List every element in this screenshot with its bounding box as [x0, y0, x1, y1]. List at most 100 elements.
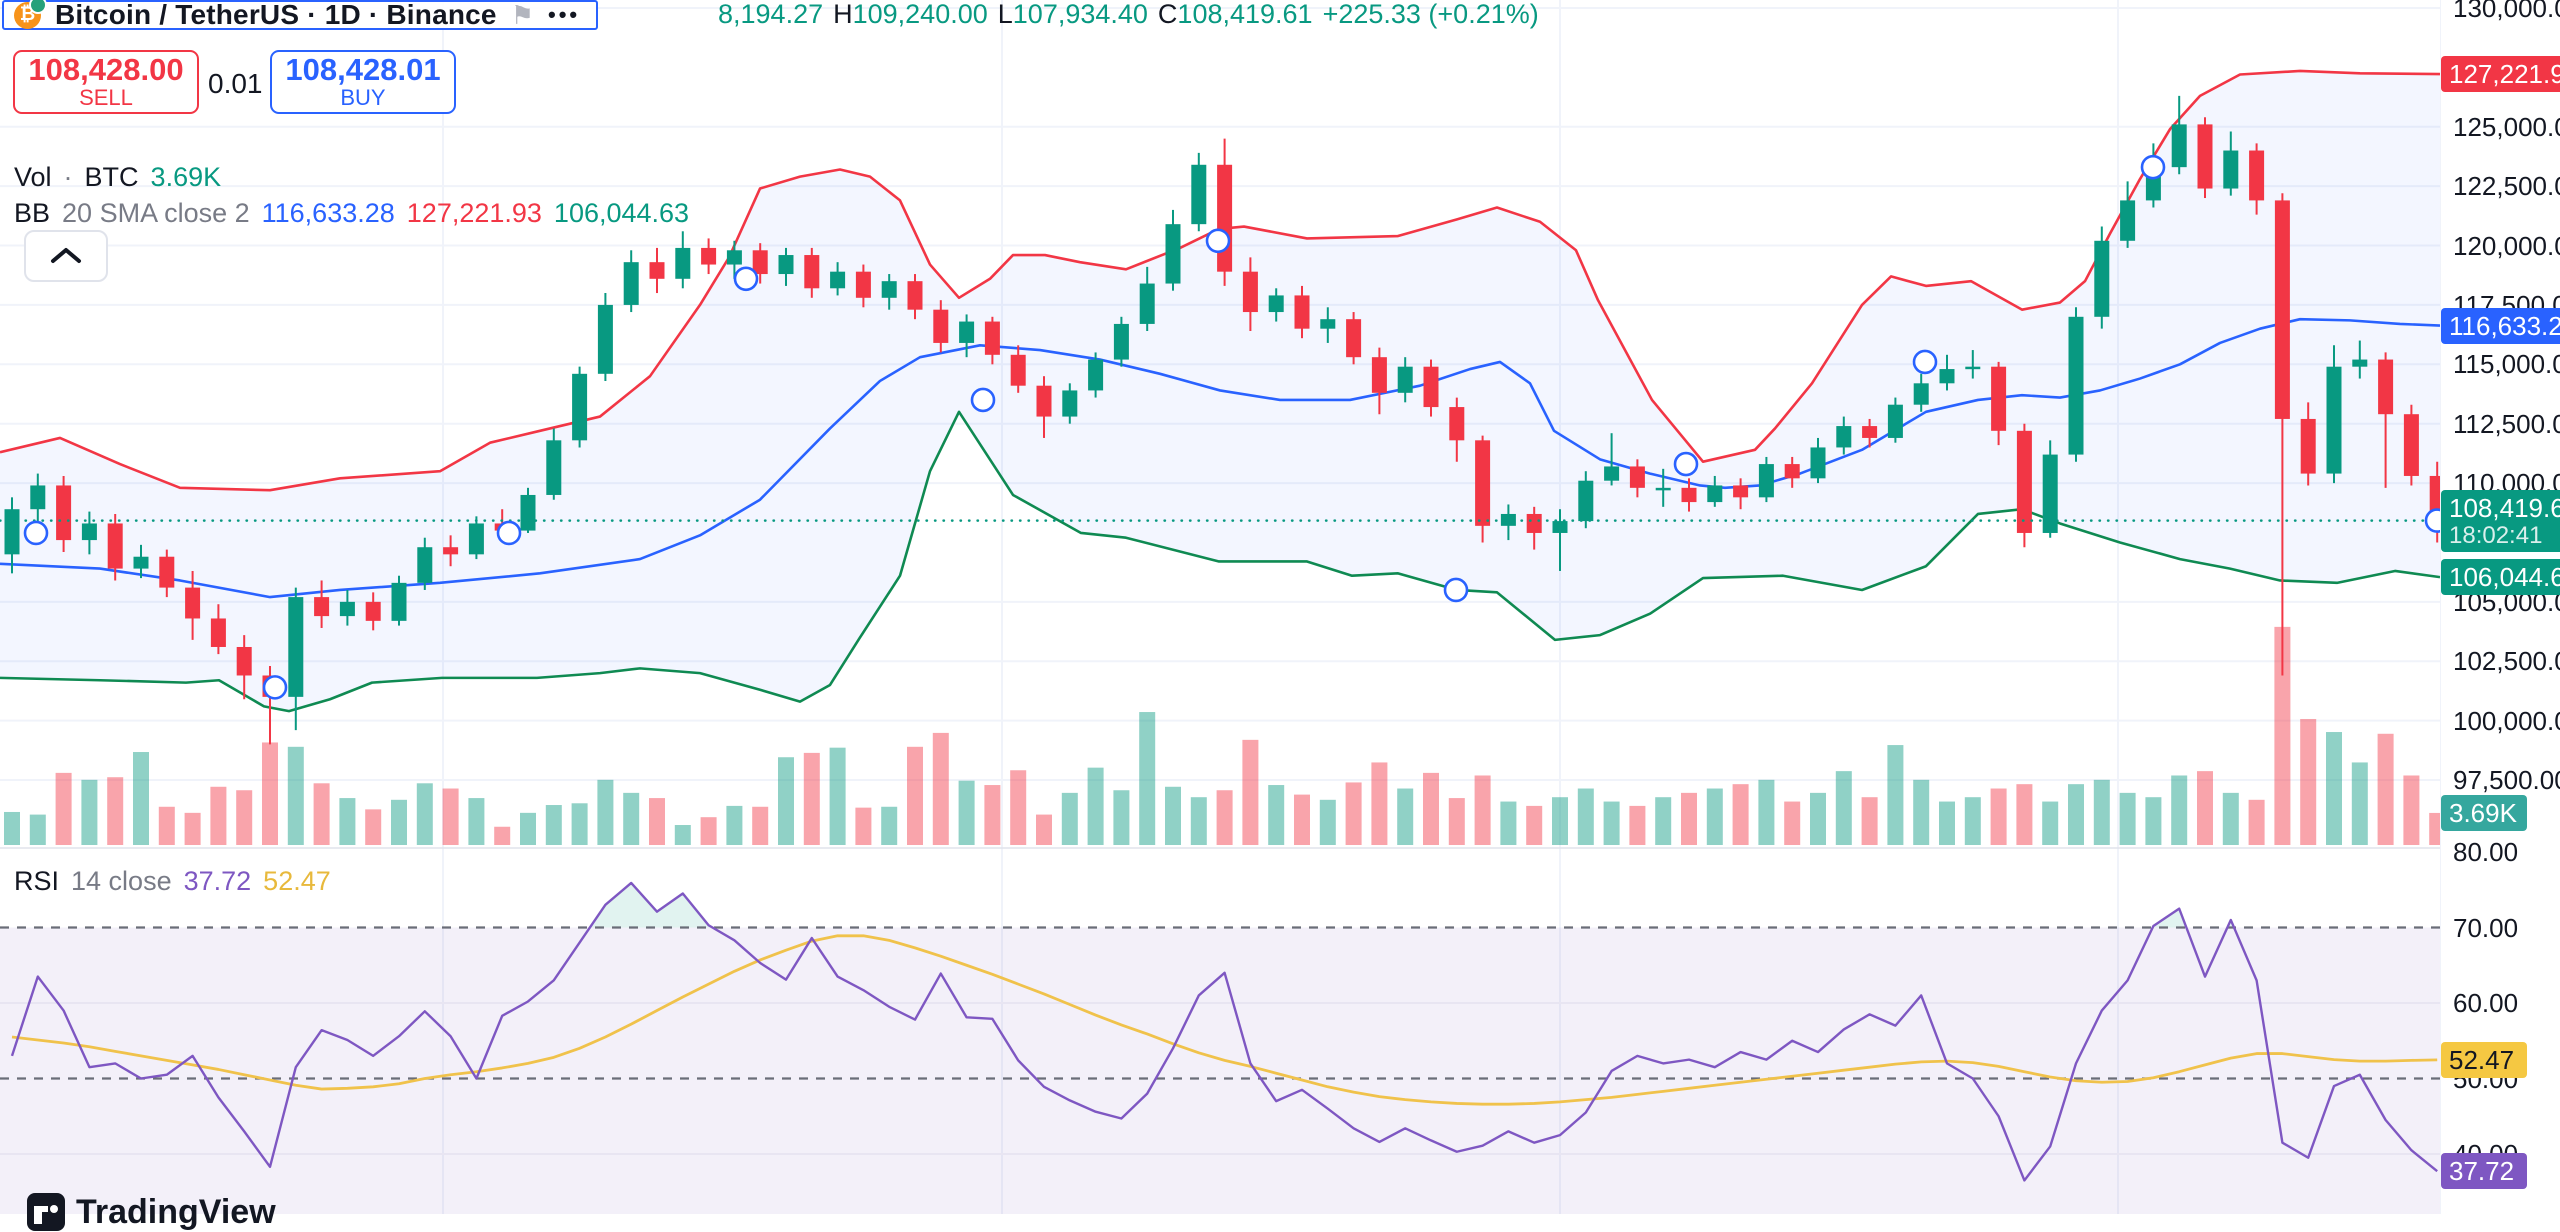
more-options-icon[interactable]: ••• [548, 2, 581, 27]
volume-bar [803, 752, 820, 845]
volume-bar [1887, 745, 1904, 845]
candle-body [546, 440, 562, 495]
candle-body [1758, 464, 1774, 498]
sell-price: 108,428.00 [28, 52, 184, 87]
candle-body [597, 304, 613, 374]
candle-body [1836, 426, 1852, 448]
candle-body [1010, 354, 1026, 386]
sell-button[interactable]: 108,428.00 SELL [13, 50, 199, 114]
rsi-legend-params: 14 close [71, 866, 172, 896]
symbol-search-box[interactable]: ₿ Bitcoin / TetherUS · 1D · Binance ⚑ ••… [2, 0, 599, 30]
volume-bar [1603, 801, 1620, 845]
candle-body [1268, 295, 1284, 313]
ohlc-legend: 8,194.27 H109,240.00 L107,934.40 C108,41… [718, 0, 1539, 29]
volume-bar [1758, 779, 1775, 845]
volume-bar [391, 799, 407, 845]
volume-bar [1784, 801, 1801, 845]
candle-body [520, 494, 536, 531]
volume-bar [674, 825, 691, 845]
candle-body [81, 523, 97, 541]
volume-bar [1990, 788, 2007, 845]
volume-bar [649, 798, 665, 845]
rsi-value: 37.72 [183, 866, 252, 896]
candle-body [1423, 366, 1439, 408]
candle-body [1913, 383, 1929, 405]
candle-body [752, 250, 768, 275]
axis-tick-label: 125,000.00 [2453, 111, 2560, 142]
volume-bar [829, 747, 846, 845]
axis-tick-label: 130,000.00 [2453, 0, 2560, 23]
candle-body [468, 523, 484, 555]
volume-bar [597, 779, 614, 845]
volume-bar [1087, 767, 1104, 845]
trade-marker-circle [262, 675, 288, 700]
volume-bar [1810, 792, 1826, 845]
tradingview-logo[interactable]: TradingView [26, 1192, 276, 1232]
collapse-pane-button[interactable] [24, 230, 108, 282]
rsi-legend[interactable]: RSI 14 close 37.72 52.47 [14, 866, 331, 897]
candle-body [1604, 466, 1620, 481]
volume-bar [210, 786, 227, 845]
candle-body [2171, 124, 2187, 168]
axis-tick-label: 100,000.00 [2453, 705, 2560, 736]
bb-basis-badge: 116,633.28 [2441, 307, 2560, 344]
candle-body [778, 255, 794, 275]
volume-bar [1371, 762, 1388, 845]
bb-basis-value: 116,633.28 [261, 198, 395, 228]
candle-body [1862, 426, 1878, 438]
volume-bar [1681, 792, 1697, 845]
candle-body [1242, 271, 1258, 313]
candle-body [2403, 414, 2419, 476]
volume-bar [1139, 712, 1156, 845]
candle-body [855, 271, 871, 298]
volume-bar [1577, 788, 1594, 845]
trade-marker-circle [733, 266, 759, 292]
candle-body [133, 556, 149, 569]
volume-bar [1319, 799, 1336, 845]
volume-bar [984, 785, 1001, 845]
volume-bar [2377, 733, 2394, 845]
bb-legend[interactable]: BB 20 SMA close 2 116,633.28 127,221.93 … [14, 198, 689, 229]
bb-legend-params: 20 SMA close 2 [62, 198, 250, 228]
trade-marker-circle [1443, 577, 1469, 603]
volume-bar [262, 742, 278, 845]
volume-bar [2119, 792, 2136, 845]
candle-body [1578, 480, 1594, 522]
tradingview-glyph-icon [27, 1193, 65, 1231]
chart-canvas[interactable] [0, 0, 2440, 1214]
candle-body [1629, 466, 1645, 488]
axis-tick-label: 120,000.00 [2453, 230, 2560, 261]
candle-body [1526, 513, 1542, 533]
bb-lower-value: 106,044.63 [553, 198, 690, 228]
candle-body [907, 281, 923, 310]
buy-button[interactable]: 108,428.01 BUY [270, 50, 456, 114]
close-value: 108,419.61 [1177, 0, 1313, 29]
volume-bar [1036, 814, 1052, 845]
volume-legend[interactable]: Vol · BTC 3.69K [14, 162, 221, 193]
volume-bar [1474, 775, 1491, 845]
trade-marker-circle [970, 387, 996, 413]
volume-bar [778, 757, 794, 845]
flag-icon[interactable]: ⚑ [510, 0, 535, 30]
candle-body [2223, 150, 2239, 189]
buy-label: BUY [340, 85, 386, 110]
candle-body [2300, 418, 2316, 474]
price-axis[interactable]: 130,000.00 125,000.00 122,500.00 120,000.00… [2440, 0, 2560, 1214]
bb-basis-line [0, 317, 2440, 599]
trade-marker-circle [496, 520, 522, 546]
volume-bar [1113, 790, 1130, 845]
candle-body [1113, 323, 1129, 360]
volume-bar [2145, 797, 2162, 845]
volume-bar [313, 783, 330, 845]
axis-tick-label: 102,500.00 [2453, 646, 2560, 677]
candle-body [1500, 513, 1516, 526]
candle-body [1294, 295, 1310, 329]
volume-legend-value: 3.69K [150, 162, 222, 192]
axis-tick-label: 70.00 [2453, 912, 2519, 943]
candle-body [1707, 485, 1723, 503]
candle-body [30, 485, 46, 510]
close-label: C [1157, 0, 1178, 29]
candle-body [159, 556, 175, 588]
volume-bar [287, 746, 304, 845]
volume-bar [1552, 797, 1568, 845]
